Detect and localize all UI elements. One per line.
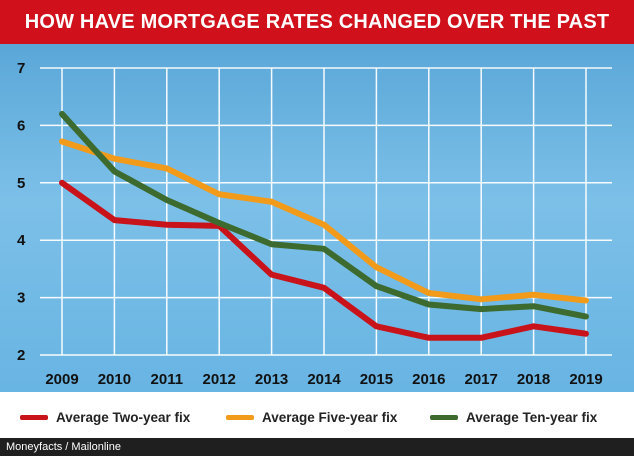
x-tick-label: 2014 [307,371,341,388]
legend-swatch [20,415,48,420]
x-tick-label: 2018 [517,371,550,388]
x-tick-label: 2013 [255,371,288,388]
x-tick-label: 2009 [45,371,78,388]
legend-label: Average Two-year fix [56,410,191,425]
plot-background [0,44,634,392]
legend-swatch [226,415,254,420]
legend-item: Average Five-year fix [226,410,397,425]
y-tick-label: 4 [17,232,26,249]
y-tick-label: 2 [17,347,25,364]
legend-label: Average Five-year fix [262,410,398,425]
y-tick-label: 7 [17,60,25,77]
x-tick-label: 2015 [360,371,393,388]
legend-item: Average Ten-year fix [430,410,597,425]
x-tick-label: 2012 [203,371,236,388]
x-tick-label: 2016 [412,371,445,388]
y-tick-label: 6 [17,117,25,134]
legend-background [0,392,634,438]
legend-item: Average Two-year fix [20,410,190,425]
x-tick-label: 2019 [569,371,602,388]
legend-swatch [430,415,458,420]
y-tick-label: 3 [17,290,25,307]
source-footer: Moneyfacts / Mailonline [0,438,634,456]
x-tick-label: 2017 [465,371,498,388]
x-tick-label: 2011 [151,371,184,388]
x-tick-label: 2010 [98,371,131,388]
legend-label: Average Ten-year fix [466,410,598,425]
y-tick-label: 5 [17,175,25,192]
